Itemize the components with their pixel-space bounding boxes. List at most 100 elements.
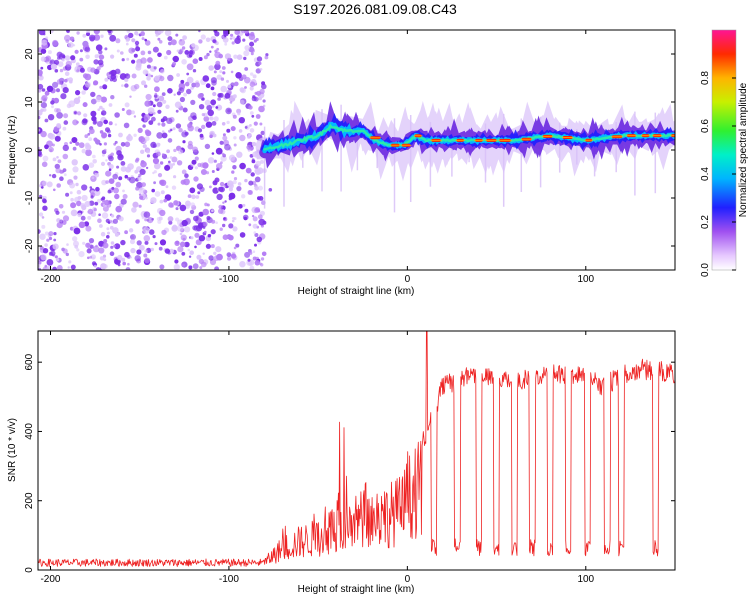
noise-speck xyxy=(215,147,223,155)
noise-speck xyxy=(68,260,72,264)
snr-xtick-label: 0 xyxy=(405,574,411,585)
noise-speck xyxy=(158,95,165,102)
noise-speck xyxy=(185,200,191,207)
noise-speck xyxy=(105,159,108,162)
noise-speck xyxy=(244,126,248,129)
noise-speck xyxy=(66,243,69,246)
noise-speck xyxy=(85,225,92,232)
noise-speck xyxy=(182,35,188,40)
noise-speck xyxy=(250,72,254,76)
noise-speck xyxy=(85,144,92,151)
noise-speck xyxy=(62,144,69,152)
spectrogram-xtick-label: -200 xyxy=(40,274,60,285)
noise-speck xyxy=(105,170,112,177)
noise-speck xyxy=(144,218,148,222)
noise-speck xyxy=(215,246,222,253)
noise-speck xyxy=(222,71,226,75)
noise-speck xyxy=(153,66,157,70)
noise-speck xyxy=(97,218,102,223)
noise-speck xyxy=(106,227,110,231)
noise-speck xyxy=(133,115,137,118)
noise-speck xyxy=(38,264,41,268)
noise-speck xyxy=(115,38,121,44)
noise-speck xyxy=(58,204,64,209)
noise-speck xyxy=(234,37,241,44)
noise-speck xyxy=(228,223,234,229)
noise-speck xyxy=(102,205,109,212)
noise-speck xyxy=(84,201,91,207)
noise-speck xyxy=(70,209,78,217)
noise-speck xyxy=(100,231,106,237)
noise-speck xyxy=(254,169,258,173)
noise-speck xyxy=(52,39,58,46)
noise-speck xyxy=(134,159,139,163)
noise-speck xyxy=(135,186,140,191)
noise-speck xyxy=(178,149,184,155)
noise-speck xyxy=(140,149,145,154)
noise-speck xyxy=(140,31,146,37)
noise-speck xyxy=(64,71,70,76)
noise-speck xyxy=(244,251,251,258)
noise-speck xyxy=(259,88,265,95)
noise-speck xyxy=(41,186,44,189)
noise-speck xyxy=(64,78,68,83)
spectrogram-xtick-label: 100 xyxy=(577,274,594,285)
noise-speck xyxy=(148,229,155,235)
noise-speck xyxy=(126,30,131,33)
noise-speck xyxy=(72,119,79,126)
noise-speck xyxy=(211,219,216,224)
noise-speck xyxy=(219,70,223,74)
noise-speck xyxy=(40,102,48,109)
noise-speck xyxy=(248,190,254,195)
noise-speck xyxy=(95,186,100,192)
noise-speck xyxy=(218,208,224,214)
noise-speck xyxy=(192,146,199,153)
noise-speck xyxy=(90,195,94,199)
noise-speck xyxy=(97,198,101,203)
noise-speck xyxy=(120,161,126,166)
noise-speck xyxy=(230,253,237,259)
noise-speck xyxy=(83,113,88,118)
noise-speck xyxy=(40,56,46,62)
noise-speck xyxy=(159,239,167,246)
noise-speck xyxy=(198,211,204,217)
noise-speck xyxy=(89,34,96,41)
noise-speck xyxy=(54,69,59,73)
noise-speck xyxy=(245,30,249,33)
noise-speck xyxy=(249,86,254,91)
noise-speck xyxy=(197,128,203,133)
noise-speck xyxy=(53,97,60,104)
noise-speck xyxy=(148,120,154,125)
noise-speck xyxy=(256,56,263,62)
noise-speck xyxy=(190,236,194,240)
snr-ytick-label: 0 xyxy=(24,567,35,573)
noise-speck xyxy=(171,185,177,190)
noise-speck xyxy=(101,199,105,203)
noise-speck xyxy=(120,166,127,172)
noise-speck xyxy=(120,198,127,205)
noise-speck xyxy=(209,50,212,53)
noise-speck xyxy=(124,83,129,88)
noise-speck xyxy=(50,250,56,256)
noise-speck xyxy=(93,137,98,142)
noise-speck xyxy=(121,108,125,111)
noise-speck xyxy=(86,248,92,254)
noise-speck xyxy=(124,78,128,82)
noise-speck xyxy=(156,217,161,221)
noise-speck xyxy=(64,34,71,42)
noise-speck xyxy=(205,243,211,249)
noise-speck xyxy=(40,48,47,54)
noise-speck xyxy=(140,57,147,64)
noise-speck xyxy=(228,197,232,201)
noise-speck xyxy=(170,128,173,132)
noise-speck xyxy=(168,160,171,164)
noise-speck xyxy=(69,36,75,42)
noise-speck xyxy=(214,177,220,183)
noise-speck xyxy=(180,234,187,241)
noise-speck xyxy=(88,137,93,142)
noise-speck xyxy=(223,217,226,220)
noise-speck xyxy=(59,169,64,174)
noise-speck xyxy=(209,116,212,119)
colorbar-ticks: 0.0 0.2 0.4 0.6 0.8 xyxy=(700,71,736,277)
noise-speck xyxy=(62,215,70,222)
